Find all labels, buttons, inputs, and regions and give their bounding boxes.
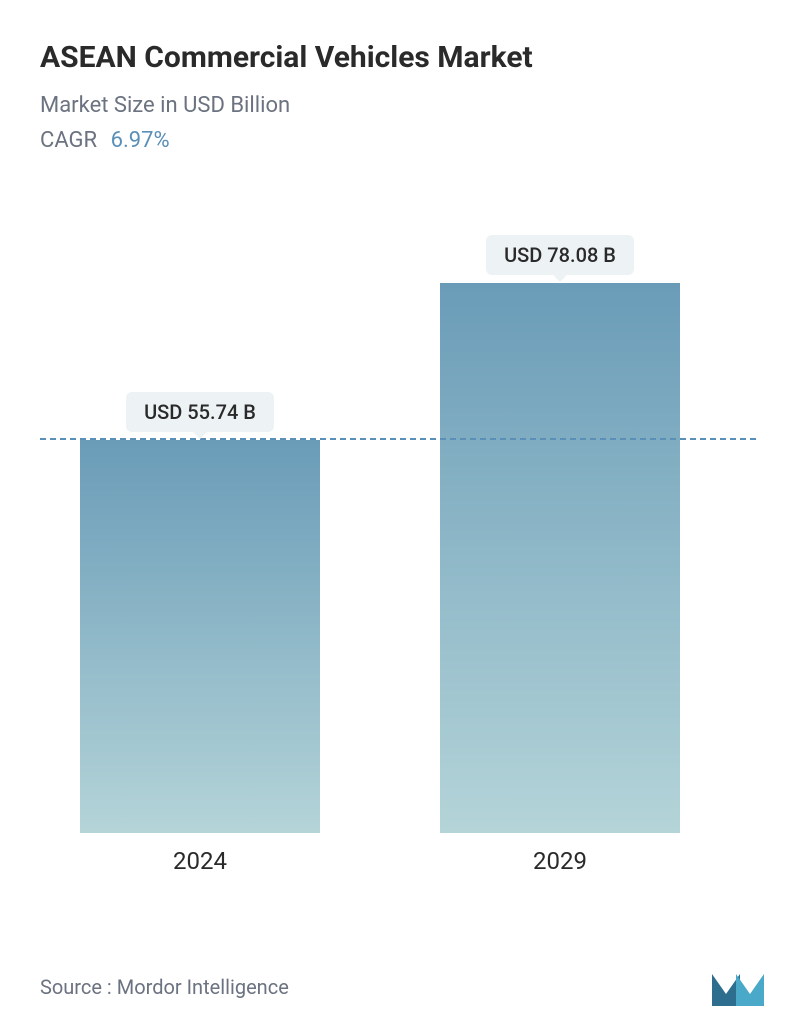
bar-wrapper-2029: USD 78.08 B	[440, 235, 680, 833]
chart-area: USD 55.74 B USD 78.08 B 2024 2029	[40, 183, 756, 883]
bar-2029	[440, 283, 680, 833]
reference-line	[40, 438, 756, 440]
cagr-value: 6.97%	[111, 128, 170, 153]
year-label: 2024	[80, 847, 320, 875]
chart-subtitle: Market Size in USD Billion	[40, 93, 766, 118]
chart-title: ASEAN Commercial Vehicles Market	[40, 40, 766, 75]
source-text: Source : Mordor Intelligence	[40, 975, 289, 999]
bar-value-label: USD 78.08 B	[486, 235, 634, 275]
footer: Source : Mordor Intelligence	[40, 966, 766, 1008]
bar-wrapper-2024: USD 55.74 B	[80, 392, 320, 833]
year-label: 2029	[440, 847, 680, 875]
cagr-row: CAGR 6.97%	[40, 128, 766, 153]
mordor-logo-icon	[710, 966, 766, 1008]
bar-2024	[80, 440, 320, 833]
cagr-label: CAGR	[40, 128, 97, 153]
bar-value-label: USD 55.74 B	[126, 392, 274, 432]
